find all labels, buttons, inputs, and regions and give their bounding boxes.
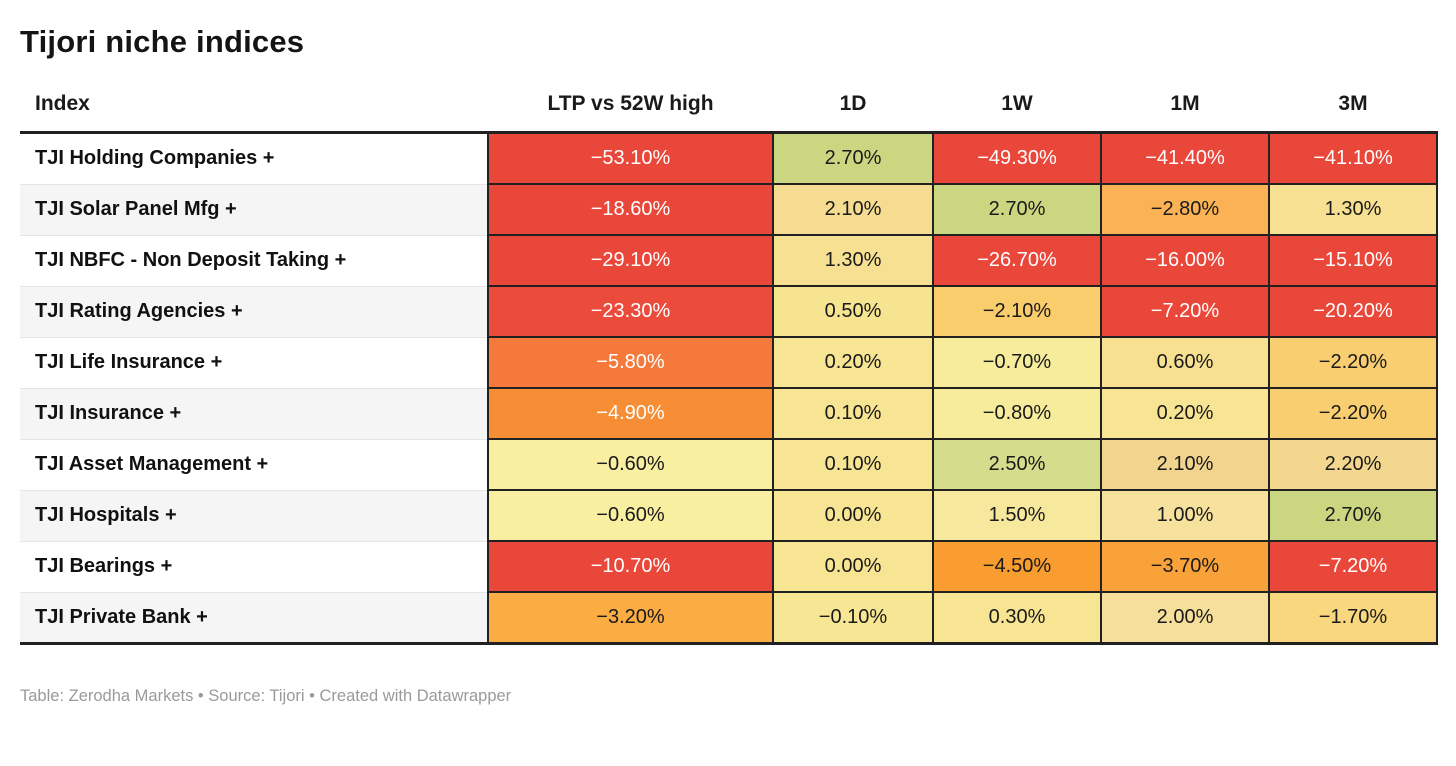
value-cell: −29.10% — [487, 234, 774, 287]
table-row: TJI Insurance + −4.90% 0.10% −0.80% 0.20% −2.… — [20, 387, 1438, 440]
value-cell: 2.10% — [772, 183, 934, 236]
value-cell: 2.50% — [932, 438, 1102, 491]
value-cell: −23.30% — [487, 285, 774, 338]
index-label[interactable]: TJI Private Bank + — [20, 592, 488, 645]
page-title: Tijori niche indices — [20, 24, 305, 59]
value-cell: −41.40% — [1100, 131, 1270, 185]
value-cell: 2.20% — [1268, 438, 1438, 491]
index-label[interactable]: TJI Holding Companies + — [20, 132, 488, 185]
header-row: Index LTP vs 52W high 1D 1W 1M 3M — [20, 86, 1437, 134]
column-header-1w: 1W — [933, 86, 1101, 134]
index-label[interactable]: TJI Solar Panel Mfg + — [20, 184, 488, 236]
table-row: TJI Rating Agencies + −23.30% 0.50% −2.10% −… — [20, 285, 1438, 338]
index-label[interactable]: TJI Asset Management + — [20, 439, 488, 491]
column-header-index: Index — [20, 86, 488, 134]
value-cell: 2.70% — [1268, 489, 1438, 542]
value-cell: 1.30% — [1268, 183, 1438, 236]
value-cell: −20.20% — [1268, 285, 1438, 338]
value-cell: −0.80% — [932, 387, 1102, 440]
value-cell: 2.70% — [932, 183, 1102, 236]
table-row: TJI Solar Panel Mfg + −18.60% 2.10% 2.70% −2… — [20, 183, 1438, 236]
value-cell: −49.30% — [932, 131, 1102, 185]
value-cell: −3.20% — [487, 591, 774, 645]
value-cell: −2.10% — [932, 285, 1102, 338]
indices-table: Index LTP vs 52W high 1D 1W 1M 3M TJI Ho… — [20, 86, 1438, 645]
index-label[interactable]: TJI NBFC - Non Deposit Taking + — [20, 235, 488, 287]
index-label[interactable]: TJI Bearings + — [20, 541, 488, 593]
value-cell: −0.10% — [772, 591, 934, 645]
value-cell: 0.60% — [1100, 336, 1270, 389]
value-cell: −5.80% — [487, 336, 774, 389]
index-label[interactable]: TJI Rating Agencies + — [20, 286, 488, 338]
table-row: TJI Bearings + −10.70% 0.00% −4.50% −3.70% −7… — [20, 540, 1438, 593]
value-cell: −10.70% — [487, 540, 774, 593]
value-cell: −2.80% — [1100, 183, 1270, 236]
attribution-footer: Table: Zerodha Markets • Source: Tijori … — [20, 687, 512, 705]
value-cell: −18.60% — [487, 183, 774, 236]
value-cell: −4.90% — [487, 387, 774, 440]
value-cell: 0.30% — [932, 591, 1102, 645]
value-cell: 2.00% — [1100, 591, 1270, 645]
value-cell: −2.20% — [1268, 336, 1438, 389]
table-row: TJI Hospitals + −0.60% 0.00% 1.50% 1.00% 2.70… — [20, 489, 1438, 542]
column-header-1m: 1M — [1101, 86, 1269, 134]
table-body: TJI Holding Companies + −53.10% 2.70% −49.3… — [20, 131, 1438, 645]
index-label[interactable]: TJI Insurance + — [20, 388, 488, 440]
value-cell: −7.20% — [1268, 540, 1438, 593]
value-cell: −16.00% — [1100, 234, 1270, 287]
value-cell: −4.50% — [932, 540, 1102, 593]
table-row: TJI Holding Companies + −53.10% 2.70% −49.3… — [20, 131, 1438, 185]
value-cell: 0.20% — [772, 336, 934, 389]
value-cell: 2.70% — [772, 131, 934, 185]
column-header-1d: 1D — [773, 86, 933, 134]
table-header: Index LTP vs 52W high 1D 1W 1M 3M — [20, 86, 1437, 134]
value-cell: −0.70% — [932, 336, 1102, 389]
value-cell: −2.20% — [1268, 387, 1438, 440]
value-cell: −1.70% — [1268, 591, 1438, 645]
value-cell: 0.00% — [772, 540, 934, 593]
table-row: TJI NBFC - Non Deposit Taking + −29.10% 1.… — [20, 234, 1438, 287]
value-cell: −0.60% — [487, 438, 774, 491]
value-cell: 0.00% — [772, 489, 934, 542]
column-header-ltp-vs-52w-high: LTP vs 52W high — [488, 86, 773, 134]
table-row: TJI Life Insurance + −5.80% 0.20% −0.70% 0.6… — [20, 336, 1438, 389]
value-cell: −15.10% — [1268, 234, 1438, 287]
value-cell: −26.70% — [932, 234, 1102, 287]
table-row: TJI Private Bank + −3.20% −0.10% 0.30% 2.00%… — [20, 591, 1438, 645]
chart-container: Tijori niche indices Index LTP vs 52W hi… — [20, 24, 1438, 705]
value-cell: 1.30% — [772, 234, 934, 287]
value-cell: 0.20% — [1100, 387, 1270, 440]
value-cell: −3.70% — [1100, 540, 1270, 593]
table-row: TJI Asset Management + −0.60% 0.10% 2.50% 2.… — [20, 438, 1438, 491]
value-cell: 0.10% — [772, 387, 934, 440]
value-cell: −41.10% — [1268, 131, 1438, 185]
value-cell: 0.50% — [772, 285, 934, 338]
value-cell: 0.10% — [772, 438, 934, 491]
value-cell: −0.60% — [487, 489, 774, 542]
value-cell: 2.10% — [1100, 438, 1270, 491]
value-cell: 1.00% — [1100, 489, 1270, 542]
column-header-3m: 3M — [1269, 86, 1437, 134]
index-label[interactable]: TJI Life Insurance + — [20, 337, 488, 389]
value-cell: −7.20% — [1100, 285, 1270, 338]
value-cell: 1.50% — [932, 489, 1102, 542]
value-cell: −53.10% — [487, 131, 774, 185]
index-label[interactable]: TJI Hospitals + — [20, 490, 488, 542]
